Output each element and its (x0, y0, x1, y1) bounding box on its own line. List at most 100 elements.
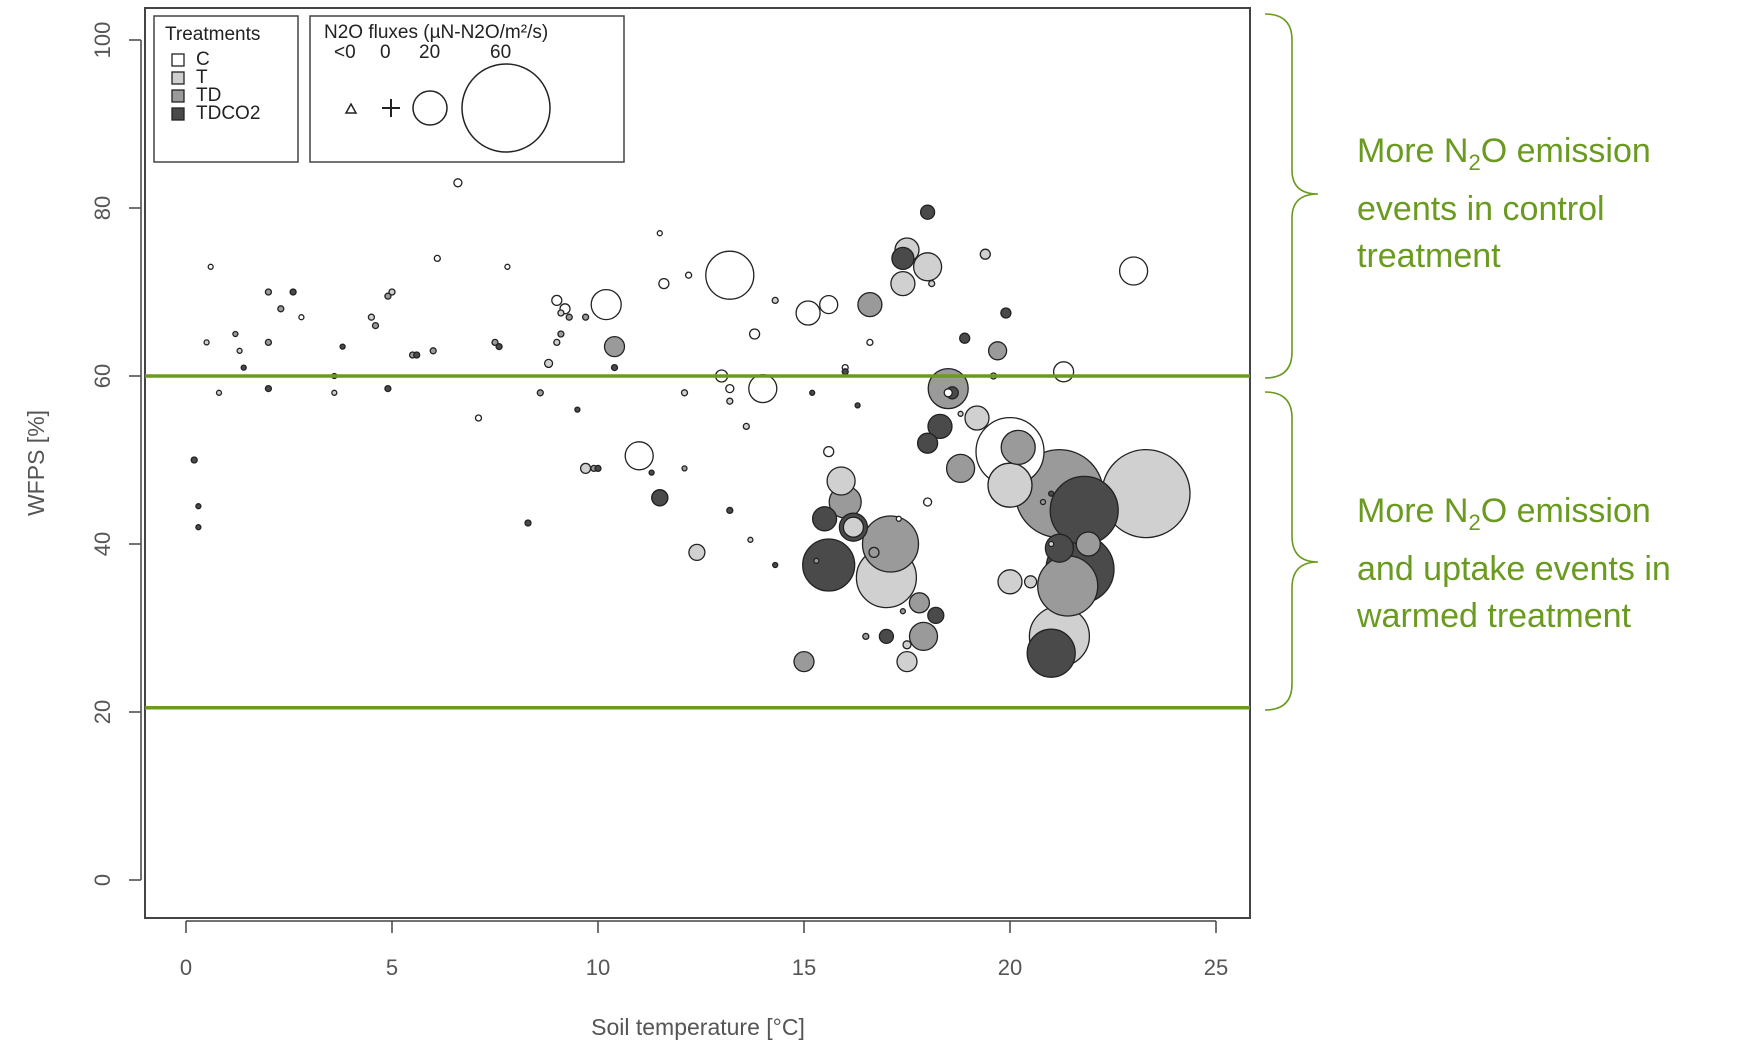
legend-sizes-title: N2O fluxes (µN-N2O/m²/s) (324, 22, 548, 43)
point-c-27 (1052, 361, 1075, 383)
point-td-19 (813, 557, 820, 564)
point-tdco2-11 (574, 406, 581, 413)
point-td-13 (581, 313, 590, 321)
y-tick-label-4: 80 (90, 196, 115, 220)
legend-swatch-td (171, 89, 185, 103)
point-c-0 (207, 263, 214, 270)
point-t-9 (579, 462, 592, 475)
point-t-8 (557, 309, 565, 317)
point-td-3 (277, 305, 285, 313)
plot-frame (144, 7, 1251, 919)
point-t-19 (890, 270, 916, 297)
point-tdco2-14 (648, 469, 655, 476)
point-tdco2-10 (524, 519, 532, 527)
point-tdco2-34 (1026, 628, 1076, 678)
point-tdco2-8 (413, 351, 421, 359)
x-axis-title: Soil temperature [°C] (591, 1014, 805, 1040)
legend-size-label-0: 0 (380, 42, 391, 63)
point-td-18 (793, 650, 815, 673)
point-t-2 (236, 347, 243, 354)
point-tdco2-16 (726, 506, 734, 515)
point-c-10 (658, 277, 670, 290)
point-t-15 (771, 296, 779, 305)
point-t-7 (553, 338, 561, 347)
annotation-upper-line2: events in control (1357, 189, 1605, 228)
point-t-30 (997, 569, 1023, 595)
point-td-1 (264, 338, 273, 347)
point-c-28 (1118, 256, 1149, 286)
point-td-22 (857, 291, 883, 318)
point-td-29 (945, 453, 976, 484)
point-t-5 (388, 288, 396, 296)
point-c-4 (474, 414, 483, 422)
point-t-11 (688, 543, 706, 562)
legend-label-tdco2: TDCO2 (196, 103, 260, 124)
y-tick-label-5: 100 (90, 22, 115, 59)
x-tick-label-0: 0 (180, 955, 192, 980)
point-c-8 (590, 288, 622, 321)
legend-size-circle-20 (412, 90, 448, 126)
legend-treatments-box (153, 15, 299, 163)
point-t-29 (987, 462, 1033, 508)
point-c-16 (748, 328, 761, 340)
point-t-32 (1048, 540, 1055, 548)
point-td-34 (1037, 555, 1099, 617)
point-c-12 (624, 441, 654, 471)
point-t-21 (902, 640, 912, 650)
point-td-31 (1000, 429, 1036, 466)
point-c-6 (551, 294, 563, 307)
point-tdco2-29 (927, 413, 953, 440)
point-tdco2-15 (651, 489, 669, 507)
point-t-14 (747, 536, 754, 543)
x-tick-label-1: 5 (386, 955, 398, 980)
point-tdco2-7 (384, 384, 392, 393)
point-td-11 (557, 330, 565, 338)
point-c-1 (298, 314, 305, 321)
point-td-0 (232, 330, 239, 338)
point-tdco2-33 (1048, 490, 1055, 497)
point-c-19 (819, 294, 839, 315)
legend-size-label-neg: <0 (334, 42, 356, 63)
point-t-26 (979, 248, 991, 260)
point-t-4 (367, 313, 376, 321)
annotation-upper: More N2O emission events in control trea… (1357, 128, 1651, 280)
point-tdco2-26 (919, 204, 936, 220)
point-td-27 (908, 621, 939, 652)
y-axis: 0 20 40 60 80 100 (90, 22, 142, 886)
point-tdco2-20 (802, 538, 856, 592)
point-td-21 (862, 632, 870, 641)
point-td-30 (987, 341, 1008, 361)
point-td-26 (908, 592, 931, 614)
point-c-20 (823, 445, 835, 458)
point-td-17 (681, 465, 688, 472)
point-t-25 (957, 410, 964, 417)
point-tdco2-19 (811, 506, 838, 532)
upper-brace (1264, 13, 1319, 379)
point-tdco2-28 (916, 432, 939, 454)
point-t-16 (826, 466, 856, 496)
data-points (190, 178, 1191, 678)
point-tdco2-25 (891, 246, 915, 271)
lower-brace (1264, 391, 1319, 711)
point-td-32 (1039, 498, 1047, 506)
legend-size-circle-60 (461, 63, 551, 153)
point-t-24 (928, 279, 936, 288)
annotation-lower-line1: More N2O emission (1357, 492, 1651, 535)
point-c-25 (943, 388, 953, 398)
point-td-5 (371, 321, 380, 330)
point-c-2 (433, 254, 441, 263)
y-tick-label-0: 0 (90, 874, 115, 886)
point-c-17 (748, 373, 778, 404)
y-tick-label-3: 60 (90, 364, 115, 388)
point-td-15 (603, 335, 626, 358)
y-tick-label-1: 20 (90, 700, 115, 724)
point-tdco2-35 (1044, 533, 1075, 563)
point-td-6 (384, 292, 392, 300)
point-td-12 (565, 313, 573, 321)
point-tdco2-27 (927, 606, 945, 625)
point-td-2 (264, 288, 273, 296)
point-c-3 (453, 178, 463, 188)
point-t-23 (912, 252, 943, 282)
point-tdco2-21 (841, 368, 849, 376)
